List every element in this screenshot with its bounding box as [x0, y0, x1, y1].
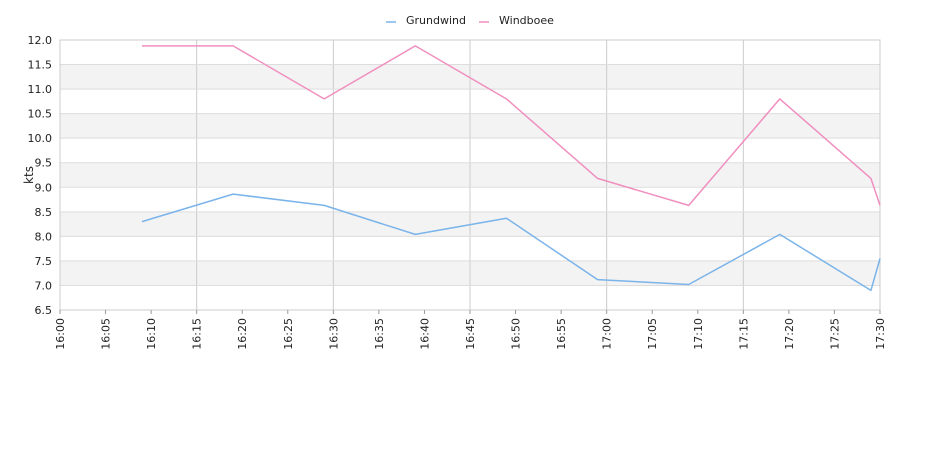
x-tick-label: 16:20: [236, 318, 249, 350]
y-tick-label: 12.0: [28, 34, 53, 47]
x-tick-label: 17:25: [828, 318, 841, 350]
y-tick-label: 10.5: [28, 108, 53, 121]
series-lines: [141, 45, 881, 292]
x-tick-label: 16:10: [145, 318, 158, 350]
y-tick-label: 11.0: [28, 83, 53, 96]
x-tick-label: 17:30: [874, 318, 887, 350]
y-tick-label: 9.5: [35, 157, 53, 170]
x-tick-label: 16:05: [100, 318, 113, 350]
x-tick-label: 16:50: [510, 318, 523, 350]
x-tick-label: 17:05: [646, 318, 659, 350]
x-tick-label: 16:35: [373, 318, 386, 350]
x-tick-label: 16:00: [54, 318, 67, 350]
series-line-windboee: [142, 45, 881, 207]
x-axis-ticks: 16:00 16:05 16:10 16:15 16:20 16:25 16:30 16:35…: [54, 310, 887, 350]
x-tick-label: 17:15: [737, 318, 750, 350]
x-tick-label: 17:20: [783, 318, 796, 350]
x-tick-label: 17:00: [601, 318, 614, 350]
x-tick-label: 16:40: [418, 318, 431, 350]
y-tick-label: 6.5: [35, 304, 53, 317]
x-tick-label: 16:25: [282, 318, 295, 350]
legend: Grundwind Windboee: [386, 14, 554, 27]
y-tick-label: 8.0: [35, 230, 53, 243]
y-tick-label: 8.5: [35, 206, 53, 219]
x-tick-label: 16:30: [327, 318, 340, 350]
y-tick-label: 7.5: [35, 255, 53, 268]
y-tick-label: 7.0: [35, 279, 53, 292]
y-axis-ticks: 6.5 7.0 7.5 8.0 8.5 9.0 9.5 10.0 10.5 11.0 11.5 12.…: [28, 34, 53, 317]
x-tick-label: 16:55: [555, 318, 568, 350]
series-line-grundwind: [141, 193, 881, 292]
legend-label-windboee: Windboee: [499, 14, 554, 27]
y-tick-label: 9.0: [35, 181, 53, 194]
y-tick-label: 11.5: [28, 59, 53, 72]
legend-label-grundwind: Grundwind: [406, 14, 466, 27]
x-tick-label: 16:15: [191, 318, 204, 350]
x-tick-label: 17:10: [692, 318, 705, 350]
x-tick-label: 16:45: [464, 318, 477, 350]
y-axis-label: kts: [22, 166, 36, 184]
y-tick-label: 10.0: [28, 132, 53, 145]
